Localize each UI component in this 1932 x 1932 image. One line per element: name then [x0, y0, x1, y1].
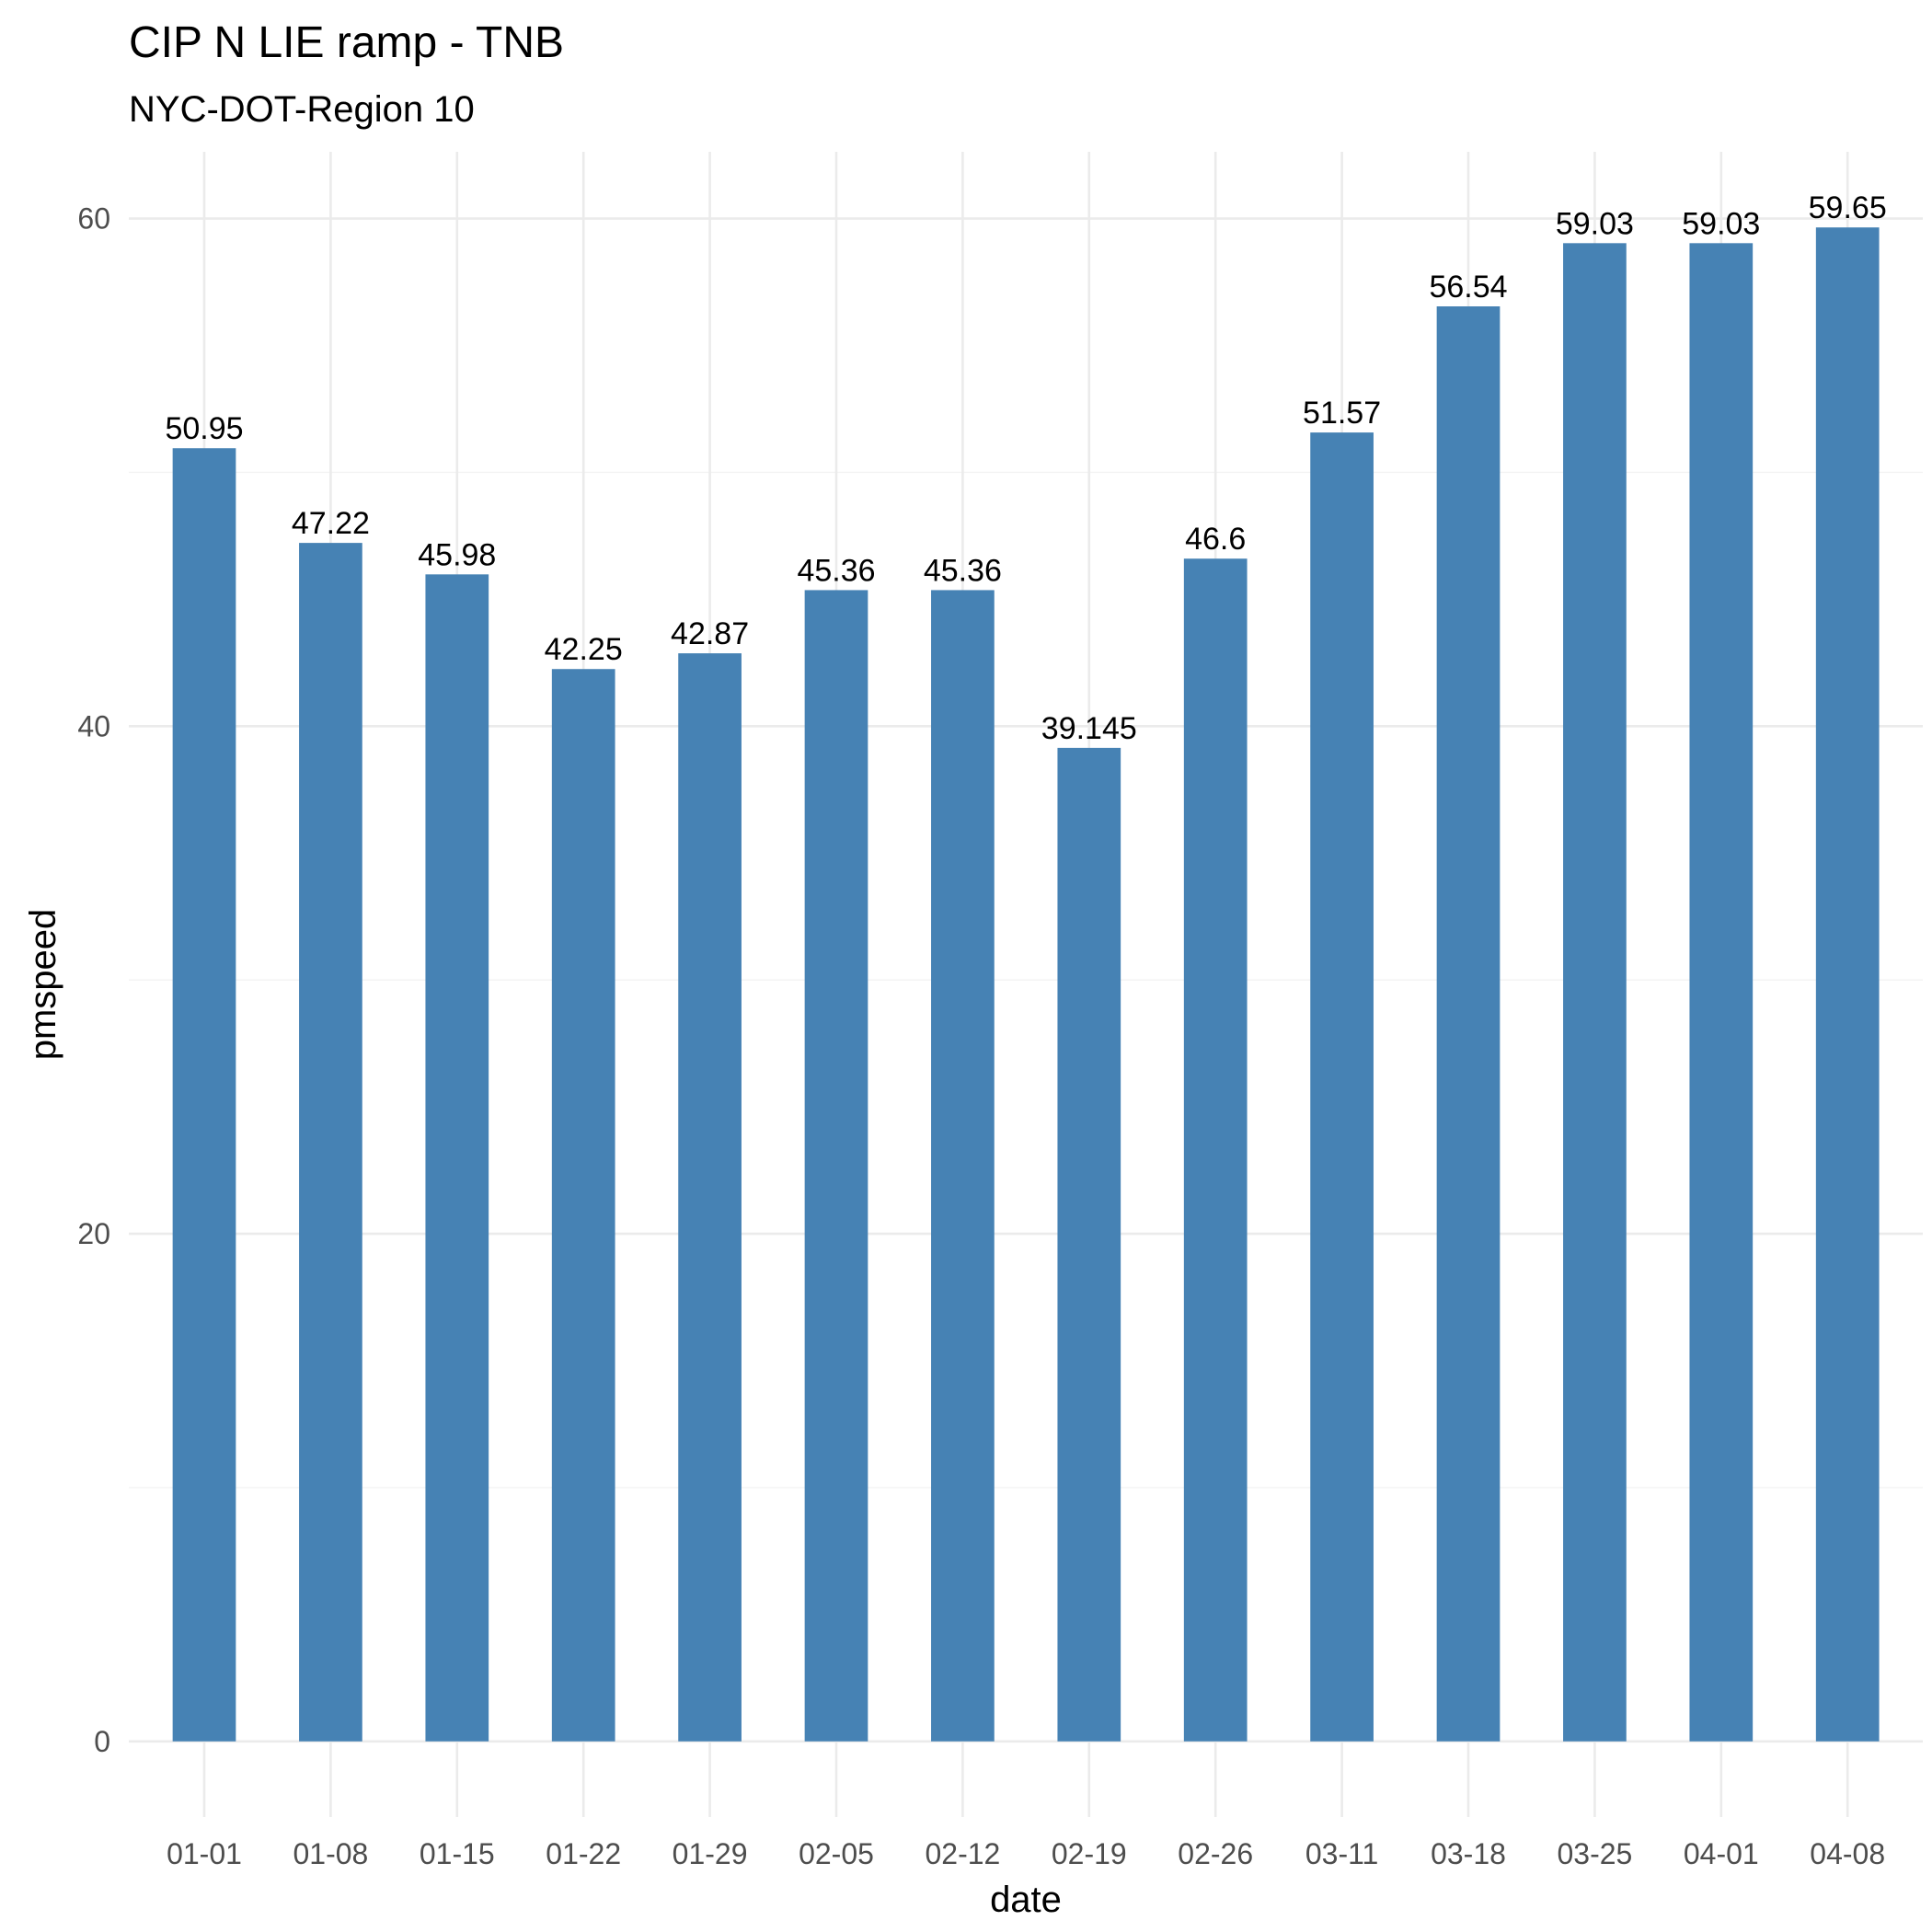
bar — [1436, 306, 1501, 1742]
bars — [172, 227, 1880, 1742]
x-tick-label: 01-15 — [420, 1837, 495, 1870]
bar-value-label: 59.65 — [1809, 190, 1887, 225]
x-tick-label: 01-08 — [293, 1837, 368, 1870]
bar-value-label: 42.25 — [545, 632, 623, 667]
x-axis-ticks: 01-01 01-08 01-15 01-22 01-29 02-05 02-12 02-19… — [167, 1837, 1885, 1870]
x-tick-label: 03-18 — [1431, 1837, 1506, 1870]
y-axis-ticks: 0 20 40 60 — [77, 202, 110, 1758]
bar-value-label: 42.87 — [671, 616, 749, 651]
bar — [1815, 227, 1880, 1742]
x-tick-label: 01-22 — [546, 1837, 621, 1870]
bar-value-label: 59.03 — [1556, 206, 1634, 241]
bar-value-label: 45.36 — [797, 553, 875, 588]
bar — [1057, 747, 1121, 1742]
y-tick-label: 0 — [94, 1725, 110, 1758]
x-tick-label: 01-01 — [167, 1837, 242, 1870]
x-axis-title: date — [990, 1880, 1062, 1920]
x-tick-label: 04-08 — [1810, 1837, 1885, 1870]
x-tick-label: 04-01 — [1684, 1837, 1759, 1870]
bar-value-label: 46.6 — [1185, 522, 1246, 557]
bar — [931, 590, 995, 1742]
x-tick-label: 02-26 — [1178, 1837, 1253, 1870]
bar-value-labels: 50.95 47.22 45.98 42.25 42.87 45.36 45.36 39.14… — [165, 190, 1886, 746]
bar — [1183, 558, 1248, 1742]
x-tick-label: 02-05 — [799, 1837, 874, 1870]
bar — [1563, 243, 1627, 1742]
bar — [1689, 243, 1754, 1742]
bar-value-label: 45.36 — [924, 553, 1002, 588]
bar — [1310, 432, 1374, 1742]
bar — [425, 574, 489, 1742]
x-tick-label: 02-12 — [925, 1837, 1000, 1870]
bar-value-label: 45.98 — [418, 537, 496, 572]
chart-title: CIP N LIE ramp - TNB — [129, 18, 564, 67]
grid-lines — [129, 152, 1923, 1817]
bar-value-label: 47.22 — [292, 506, 370, 541]
bar-value-label: 56.54 — [1429, 270, 1507, 305]
y-tick-label: 20 — [77, 1217, 110, 1250]
y-axis-title: pmspeed — [23, 909, 63, 1061]
bar-value-label: 59.03 — [1682, 206, 1760, 241]
chart-subtitle: NYC-DOT-Region 10 — [129, 89, 475, 130]
y-tick-label: 40 — [77, 709, 110, 742]
bar — [678, 653, 742, 1742]
bar — [804, 590, 868, 1742]
x-tick-label: 03-25 — [1557, 1837, 1632, 1870]
bar — [551, 669, 615, 1742]
x-tick-label: 02-19 — [1052, 1837, 1127, 1870]
bar-value-label: 51.57 — [1303, 396, 1381, 431]
x-tick-label: 01-29 — [673, 1837, 748, 1870]
bar-value-label: 39.145 — [1041, 711, 1137, 746]
x-tick-label: 03-11 — [1305, 1837, 1378, 1870]
bar-value-label: 50.95 — [165, 411, 243, 446]
bar — [299, 543, 362, 1742]
bar — [172, 448, 236, 1742]
y-tick-label: 60 — [77, 202, 110, 236]
